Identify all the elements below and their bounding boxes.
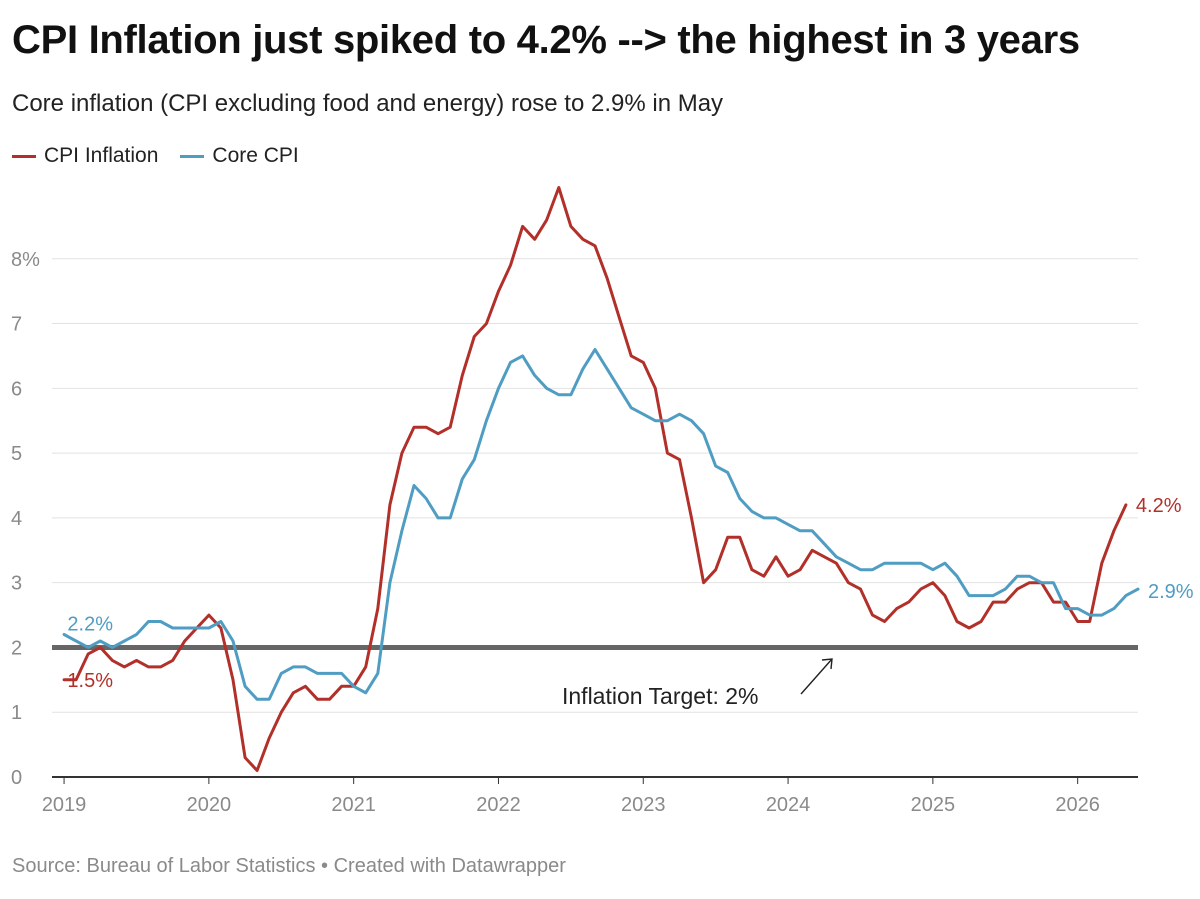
chart-subtitle: Core inflation (CPI excluding food and e… [12, 90, 724, 117]
y-tick-label: 0 [11, 767, 22, 789]
x-tick-label: 2025 [911, 794, 956, 816]
y-tick-label: 8% [11, 249, 40, 271]
x-tick-label: 2023 [621, 794, 666, 816]
target-annotation: Inflation Target: 2% [562, 683, 758, 709]
end-label-core: 2.9% [1148, 581, 1194, 603]
legend-item-core: Core CPI [180, 144, 299, 168]
target-layer: Inflation Target: 2% [52, 644, 1138, 709]
y-tick-label: 7 [11, 314, 22, 336]
legend-swatch-cpi [12, 154, 36, 158]
x-tick-label: 2026 [1055, 794, 1100, 816]
x-tick-label: 2020 [187, 794, 232, 816]
x-axis: 2019 2020 2021 2022 2023 2024 2025 2026 [42, 776, 1138, 816]
legend-label-core: Core CPI [212, 144, 299, 167]
y-tick-label: 3 [11, 573, 22, 595]
source-note: Source: Bureau of Labor Statistics • Cre… [12, 855, 566, 877]
x-tick-label: 2021 [331, 794, 376, 816]
y-tick-label: 4 [11, 508, 22, 530]
y-tick-label: 1 [11, 702, 22, 724]
series-line-core [62, 348, 1140, 701]
y-tick-label: 6 [11, 378, 22, 400]
target-arrow [800, 658, 833, 695]
label-layer: 4.2% 2.9% 1.5% 2.2% [67, 495, 1193, 692]
series-line-cpi [62, 186, 1128, 772]
y-tick-label: 2 [11, 637, 22, 659]
start-label-core: 2.2% [67, 613, 113, 635]
legend: CPI Inflation Core CPI [12, 144, 321, 168]
series-layer [62, 186, 1140, 772]
x-tick-label: 2024 [766, 794, 811, 816]
target-arrow-head [821, 658, 833, 670]
x-tick-label: 2019 [42, 794, 87, 816]
end-label-cpi: 4.2% [1136, 495, 1182, 517]
legend-label-cpi: CPI Inflation [44, 144, 159, 167]
start-label-cpi: 1.5% [67, 670, 113, 692]
chart-title: CPI Inflation just spiked to 4.2% --> th… [12, 18, 1080, 62]
legend-swatch-core [180, 154, 205, 158]
x-tick-label: 2022 [476, 794, 521, 816]
y-tick-label: 5 [11, 443, 22, 465]
legend-item-cpi: CPI Inflation [12, 144, 158, 168]
